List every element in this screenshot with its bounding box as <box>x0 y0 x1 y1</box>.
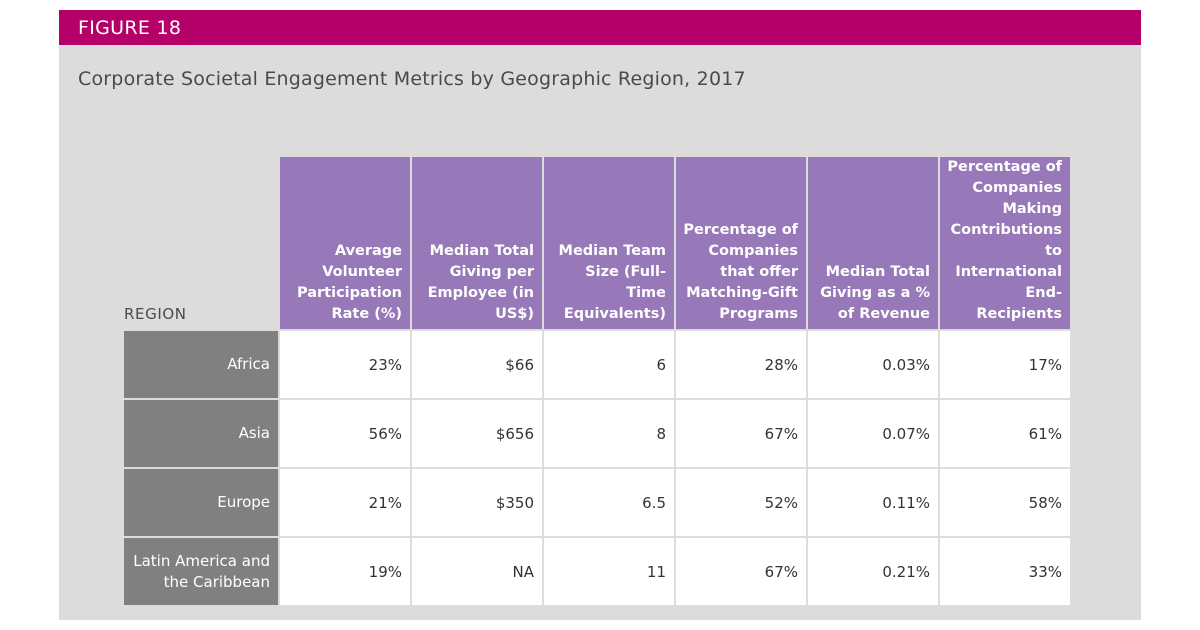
value-cell: 11 <box>544 538 674 605</box>
region-cell: Africa <box>124 331 278 398</box>
figure-banner: FIGURE 18 <box>59 10 1141 45</box>
table-row: Africa 23% $66 6 28% 0.03% 17% <box>124 331 1070 398</box>
table-row: Latin America and the Caribbean 19% NA 1… <box>124 538 1070 605</box>
value-cell: 6.5 <box>544 469 674 536</box>
value-cell: 0.21% <box>808 538 938 605</box>
column-header: Median Team Size (Full-Time Equivalents) <box>544 157 674 329</box>
value-cell: 8 <box>544 400 674 467</box>
region-cell: Asia <box>124 400 278 467</box>
value-cell: 19% <box>280 538 410 605</box>
value-cell: 0.11% <box>808 469 938 536</box>
metrics-table: REGION Average Volunteer Participation R… <box>122 155 1072 607</box>
value-cell: 33% <box>940 538 1070 605</box>
value-cell: 0.03% <box>808 331 938 398</box>
value-cell: 0.07% <box>808 400 938 467</box>
value-cell: NA <box>412 538 542 605</box>
value-cell: 17% <box>940 331 1070 398</box>
figure-label: FIGURE 18 <box>78 16 182 39</box>
value-cell: 28% <box>676 331 806 398</box>
value-cell: 21% <box>280 469 410 536</box>
value-cell: 67% <box>676 400 806 467</box>
column-header: Median Total Giving per Employee (in US$… <box>412 157 542 329</box>
column-header: Percentage of Companies Making Contribut… <box>940 157 1070 329</box>
value-cell: $66 <box>412 331 542 398</box>
value-cell: 6 <box>544 331 674 398</box>
region-cell: Europe <box>124 469 278 536</box>
value-cell: 67% <box>676 538 806 605</box>
value-cell: 56% <box>280 400 410 467</box>
column-header: Percentage of Companies that offer Match… <box>676 157 806 329</box>
value-cell: 58% <box>940 469 1070 536</box>
header-row: REGION Average Volunteer Participation R… <box>124 157 1070 329</box>
value-cell: $350 <box>412 469 542 536</box>
column-header: Average Volunteer Participation Rate (%) <box>280 157 410 329</box>
value-cell: $656 <box>412 400 542 467</box>
value-cell: 52% <box>676 469 806 536</box>
column-header: Median Total Giving as a % of Revenue <box>808 157 938 329</box>
value-cell: 61% <box>940 400 1070 467</box>
value-cell: 23% <box>280 331 410 398</box>
table-row: Asia 56% $656 8 67% 0.07% 61% <box>124 400 1070 467</box>
region-cell: Latin America and the Caribbean <box>124 538 278 605</box>
region-column-header: REGION <box>124 305 187 323</box>
figure-panel: FIGURE 18 Corporate Societal Engagement … <box>59 10 1141 620</box>
chart-title: Corporate Societal Engagement Metrics by… <box>78 68 746 90</box>
table-row: Europe 21% $350 6.5 52% 0.11% 58% <box>124 469 1070 536</box>
